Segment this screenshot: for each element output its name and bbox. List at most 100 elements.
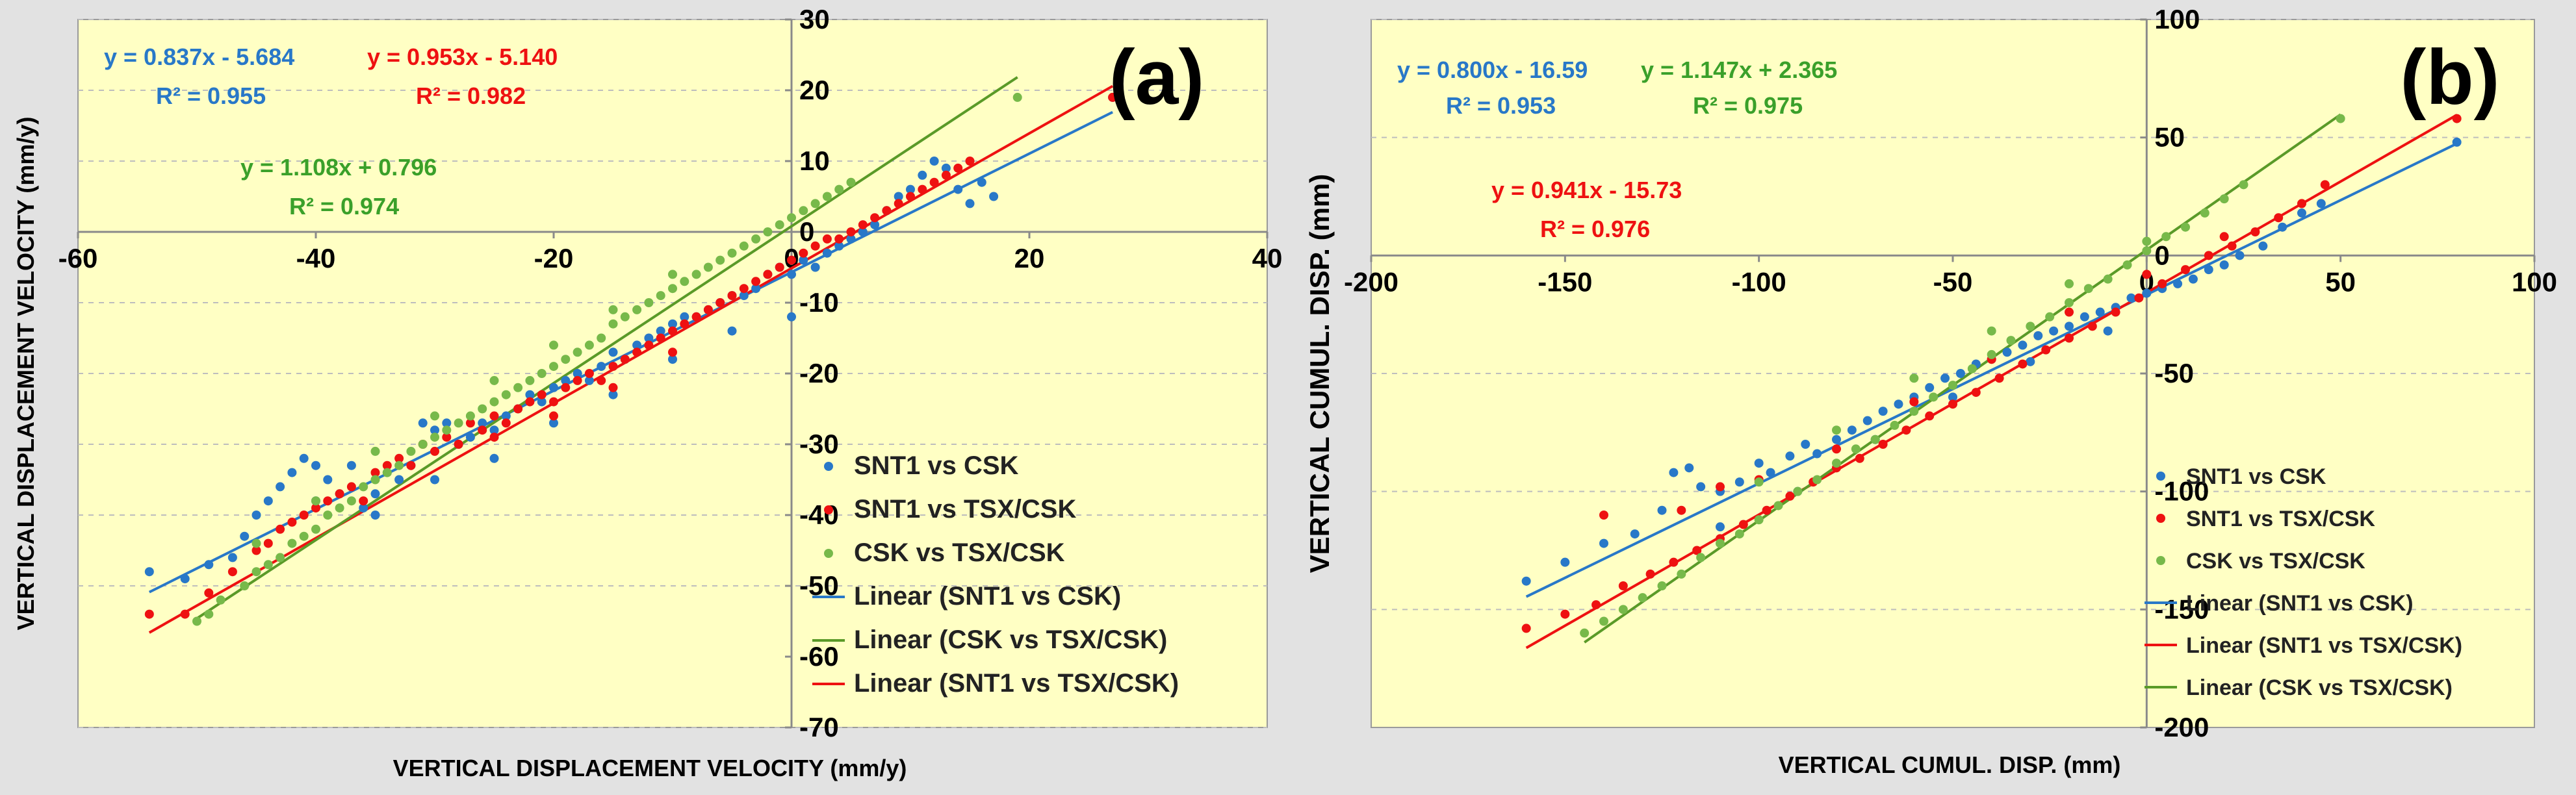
data-point-series-3 <box>2026 322 2035 331</box>
data-point-series-1 <box>573 369 582 378</box>
data-point-series-3 <box>192 616 201 626</box>
data-point-series-3 <box>1773 501 1783 511</box>
data-point-series-1 <box>1734 477 1744 487</box>
data-point-series-2 <box>263 538 273 548</box>
data-point-series-3 <box>251 567 261 577</box>
panel-label: (a) <box>1109 34 1205 121</box>
data-point-series-2 <box>882 206 892 216</box>
data-point-series-3 <box>382 468 392 477</box>
data-point-series-2 <box>632 347 642 357</box>
data-point-series-1 <box>549 383 558 392</box>
x-tick-label: 100 <box>2512 266 2557 297</box>
data-point-series-3 <box>489 375 499 385</box>
x-tick-label: 40 <box>1252 243 1283 273</box>
data-point-series-2 <box>822 234 832 244</box>
data-point-series-1 <box>2258 241 2268 251</box>
data-point-series-3 <box>2181 222 2190 232</box>
data-point-series-3 <box>1793 486 1803 496</box>
data-point-series-3 <box>1948 381 1957 390</box>
data-point-series-2 <box>965 157 975 166</box>
data-point-series-1 <box>2173 279 2183 288</box>
data-point-series-1 <box>1878 407 1888 416</box>
data-point-series-2 <box>1901 425 1911 435</box>
data-point-series-2 <box>2219 232 2229 242</box>
y-tick-label: -20 <box>799 358 839 388</box>
data-point-series-3 <box>1832 425 1841 435</box>
data-point-series-1 <box>846 234 856 244</box>
regression-annotation: R² = 0.955 <box>156 82 266 109</box>
trendline-2 <box>148 84 1114 634</box>
data-point-series-1 <box>478 418 487 428</box>
data-point-series-3 <box>1716 538 1725 548</box>
data-point-series-1 <box>608 347 618 357</box>
regression-annotation: y = 1.108x + 0.796 <box>240 154 437 181</box>
data-point-series-1 <box>430 425 439 435</box>
data-point-series-3 <box>656 291 665 301</box>
data-point-series-2 <box>858 220 868 230</box>
data-point-series-1 <box>489 453 499 463</box>
data-point-series-1 <box>751 284 761 294</box>
data-point-series-2 <box>668 347 677 357</box>
data-point-series-2 <box>573 375 582 385</box>
data-point-series-1 <box>1560 557 1570 567</box>
data-point-series-1 <box>656 326 665 336</box>
data-point-series-3 <box>2200 208 2209 218</box>
y-axis-title: VERTICAL CUMUL. DISP. (mm) <box>1304 174 1335 574</box>
data-point-series-3 <box>739 241 749 251</box>
x-tick-label: 50 <box>2325 266 2356 297</box>
y-tick-label: 10 <box>799 145 830 176</box>
data-point-series-1 <box>2065 322 2074 331</box>
data-point-series-3 <box>501 390 511 399</box>
data-point-series-3 <box>1929 392 1938 402</box>
data-point-series-3 <box>454 418 463 428</box>
data-point-series-3 <box>644 298 654 307</box>
data-point-series-2 <box>1591 600 1601 610</box>
legend-label: Linear (CSK vs TSX/CSK) <box>854 625 1167 654</box>
data-point-series-2 <box>204 588 214 598</box>
data-point-series-2 <box>2204 251 2213 260</box>
data-point-series-3 <box>1657 581 1667 590</box>
data-point-series-2 <box>727 291 737 301</box>
data-point-series-3 <box>418 440 428 449</box>
data-point-series-1 <box>810 262 820 272</box>
data-point-series-1 <box>632 340 642 350</box>
data-point-series-3 <box>346 496 356 506</box>
data-point-series-3 <box>311 496 320 506</box>
data-point-series-1 <box>2080 312 2089 322</box>
data-point-series-1 <box>1669 468 1679 477</box>
data-point-series-2 <box>1878 440 1888 449</box>
legend-marker <box>824 462 833 471</box>
data-point-series-1 <box>989 192 999 201</box>
data-point-series-1 <box>370 489 380 499</box>
data-point-series-3 <box>359 482 368 492</box>
data-point-series-1 <box>442 418 452 428</box>
data-point-series-1 <box>965 199 975 208</box>
data-point-series-3 <box>846 177 856 187</box>
data-point-series-2 <box>276 524 285 534</box>
data-point-series-3 <box>263 560 273 570</box>
data-point-series-1 <box>1766 468 1775 477</box>
data-point-series-2 <box>323 496 333 506</box>
data-point-series-2 <box>1599 511 1608 520</box>
data-point-series-3 <box>335 503 344 513</box>
data-point-series-3 <box>1987 349 1996 359</box>
data-point-series-1 <box>1785 451 1795 461</box>
data-point-series-3 <box>2336 114 2345 123</box>
x-tick-label: 20 <box>1014 243 1045 273</box>
data-point-series-3 <box>299 531 309 541</box>
data-point-series-3 <box>597 333 606 343</box>
data-point-series-3 <box>763 227 773 236</box>
data-point-series-2 <box>2111 307 2120 317</box>
data-point-series-3 <box>2142 236 2152 246</box>
data-point-series-3 <box>276 553 285 562</box>
y-tick-label: -40 <box>799 499 839 530</box>
x-tick-label: -150 <box>1538 266 1592 297</box>
data-point-series-3 <box>2219 194 2229 204</box>
data-point-series-1 <box>2219 260 2229 270</box>
data-point-series-2 <box>2157 279 2167 288</box>
data-point-series-1 <box>2103 326 2113 336</box>
legend-marker <box>824 549 833 558</box>
data-point-series-3 <box>1599 616 1608 626</box>
data-point-series-1 <box>1696 482 1706 492</box>
data-point-series-3 <box>251 538 261 548</box>
